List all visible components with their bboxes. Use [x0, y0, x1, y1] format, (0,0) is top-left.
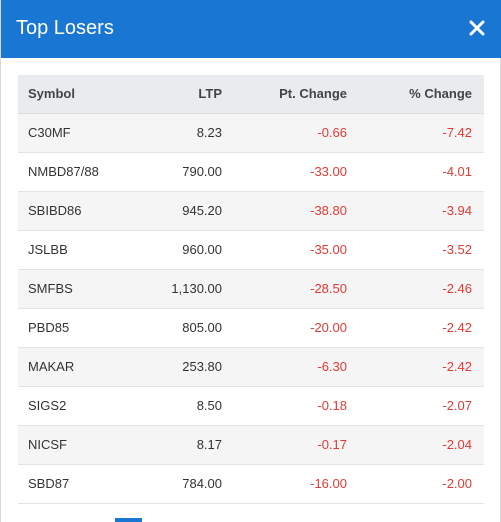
modal-title: Top Losers — [16, 17, 114, 39]
cell-pt-change: -38.80 — [232, 191, 357, 231]
cell-ltp: 784.00 — [148, 464, 232, 504]
table-row[interactable]: SBD87 784.00 -16.00 -2.00 — [18, 464, 484, 504]
cell-ltp: 253.80 — [148, 347, 232, 387]
table-row[interactable]: SMFBS 1,130.00 -28.50 -2.46 — [18, 269, 484, 309]
cell-pct-change: -7.42 — [357, 113, 484, 153]
cell-symbol: SBIBD86 — [18, 191, 148, 231]
cell-symbol: SIGS2 — [18, 386, 148, 426]
table-header-row: Symbol LTP Pt. Change % Change — [18, 75, 484, 114]
cell-pt-change: -33.00 — [232, 152, 357, 192]
column-header-pt-change: Pt. Change — [232, 75, 357, 114]
cell-pt-change: -0.17 — [232, 425, 357, 465]
table-row[interactable]: SIGS2 8.50 -0.18 -2.07 — [18, 386, 484, 426]
cell-symbol: C30MF — [18, 113, 148, 153]
close-button[interactable] — [466, 17, 488, 39]
cell-pct-change: -2.46 — [357, 269, 484, 309]
cell-ltp: 1,130.00 — [148, 269, 232, 309]
table-row[interactable]: NMBD87/88 790.00 -33.00 -4.01 — [18, 152, 484, 192]
cell-pt-change: -6.30 — [232, 347, 357, 387]
table-row[interactable]: C30MF 8.23 -0.66 -7.42 — [18, 113, 484, 153]
cell-pct-change: -3.52 — [357, 230, 484, 270]
cell-pct-change: -2.07 — [357, 386, 484, 426]
cell-pt-change: -0.18 — [232, 386, 357, 426]
table-row[interactable]: MAKAR 253.80 -6.30 -2.42 — [18, 347, 484, 387]
cell-ltp: 790.00 — [148, 152, 232, 192]
table-row[interactable]: JSLBB 960.00 -35.00 -3.52 — [18, 230, 484, 270]
cell-pct-change: -2.42 — [357, 308, 484, 348]
cell-ltp: 805.00 — [148, 308, 232, 348]
cell-symbol: NICSF — [18, 425, 148, 465]
cell-pct-change: -2.00 — [357, 464, 484, 504]
cell-symbol: SMFBS — [18, 269, 148, 309]
cell-pct-change: -4.01 — [357, 152, 484, 192]
cell-pt-change: -16.00 — [232, 464, 357, 504]
cell-pt-change: -20.00 — [232, 308, 357, 348]
column-header-pct-change: % Change — [357, 75, 484, 114]
losers-table: Symbol LTP Pt. Change % Change C30MF 8.23… — [18, 75, 484, 504]
cell-ltp: 8.50 — [148, 386, 232, 426]
cell-symbol: NMBD87/88 — [18, 152, 148, 192]
cell-symbol: MAKAR — [18, 347, 148, 387]
cell-symbol: SBD87 — [18, 464, 148, 504]
cell-ltp: 8.17 — [148, 425, 232, 465]
cell-pt-change: -35.00 — [232, 230, 357, 270]
table-row[interactable]: PBD85 805.00 -20.00 -2.42 — [18, 308, 484, 348]
column-header-symbol: Symbol — [18, 75, 148, 114]
table-row[interactable]: SBIBD86 945.20 -38.80 -3.94 — [18, 191, 484, 231]
cell-symbol: JSLBB — [18, 230, 148, 270]
cell-pct-change: -2.04 — [357, 425, 484, 465]
cell-pct-change: -3.94 — [357, 191, 484, 231]
pagination-indicator[interactable] — [115, 518, 142, 522]
modal-header: Top Losers — [1, 0, 501, 58]
table-row[interactable]: NICSF 8.17 -0.17 -2.04 — [18, 425, 484, 465]
cell-ltp: 8.23 — [148, 113, 232, 153]
close-icon — [466, 17, 488, 39]
cell-symbol: PBD85 — [18, 308, 148, 348]
cell-ltp: 960.00 — [148, 230, 232, 270]
cell-pt-change: -0.66 — [232, 113, 357, 153]
cell-pt-change: -28.50 — [232, 269, 357, 309]
losers-table-container: Symbol LTP Pt. Change % Change C30MF 8.23… — [18, 75, 484, 504]
column-header-ltp: LTP — [148, 75, 232, 114]
cell-pct-change: -2.42 — [357, 347, 484, 387]
cell-ltp: 945.20 — [148, 191, 232, 231]
